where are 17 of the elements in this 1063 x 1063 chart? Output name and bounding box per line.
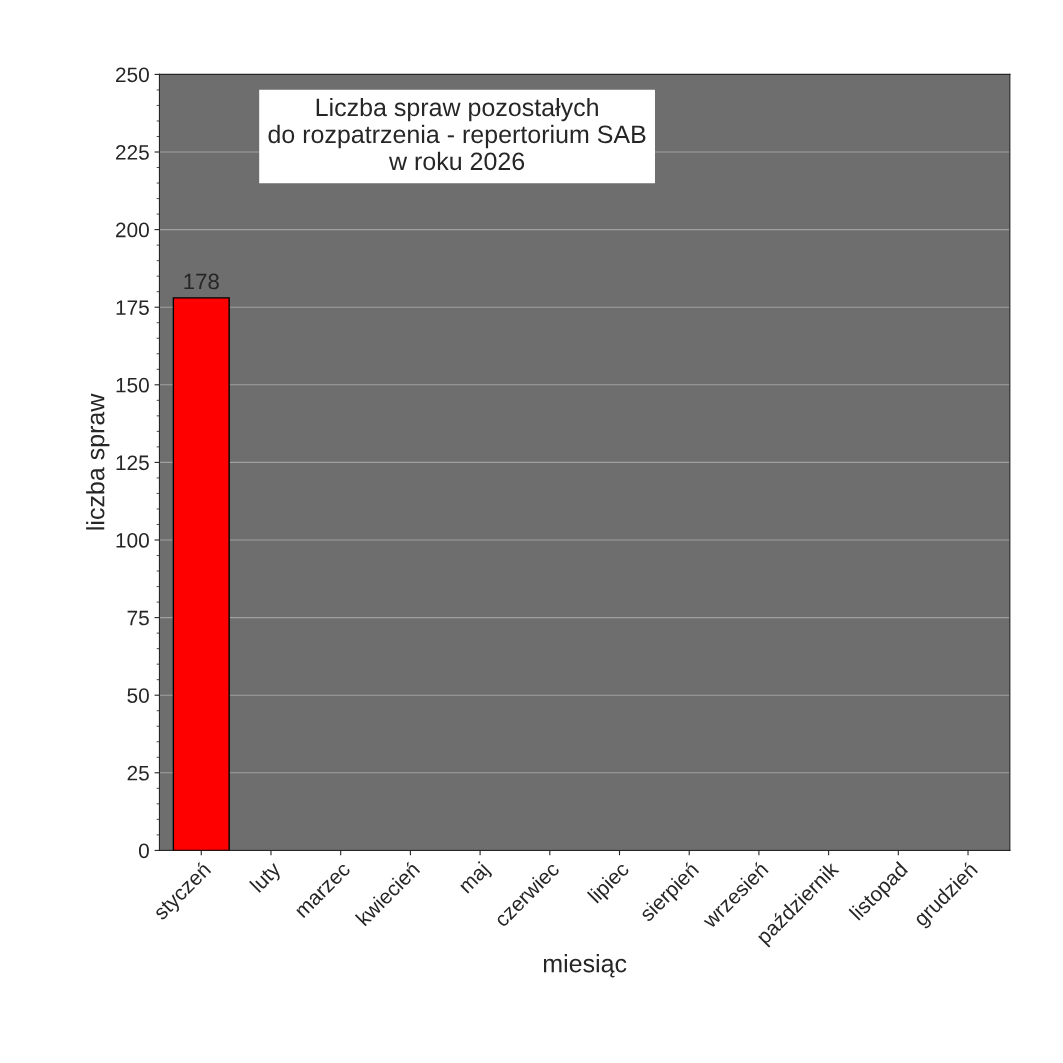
y-tick-label: 200 bbox=[116, 222, 149, 238]
y-tick-label: 250 bbox=[116, 67, 149, 83]
y-tick-label: 225 bbox=[116, 145, 149, 160]
x-tick-label: luty bbox=[249, 860, 285, 896]
text: Liczba spraw pozostałych do rozpatrzenia - repertorium SAB w roku 2026 bbox=[268, 97, 646, 171]
data-label: 178 bbox=[184, 273, 219, 290]
y-tick-label: 0 bbox=[138, 843, 149, 859]
y-tick-label: 175 bbox=[116, 300, 149, 315]
y-tick-label: 150 bbox=[116, 377, 149, 393]
y-tick-label: 125 bbox=[116, 455, 149, 471]
y-tick-label: 25 bbox=[127, 765, 149, 781]
x-axis-title: miesiąc bbox=[543, 954, 627, 978]
y-tick-label: 50 bbox=[127, 688, 149, 703]
y-axis-title: liczba spraw bbox=[86, 393, 110, 530]
y-tick-label: 75 bbox=[127, 610, 149, 626]
y-tick-label: 100 bbox=[116, 533, 149, 548]
x-tick-label: maj bbox=[457, 861, 493, 897]
